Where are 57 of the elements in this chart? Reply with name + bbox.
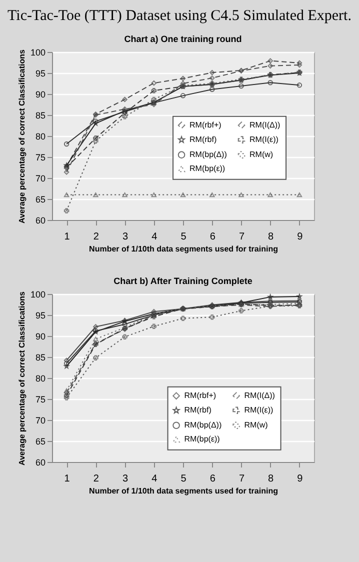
x-tick-label: 7 xyxy=(238,232,245,242)
x-tick-label: 3 xyxy=(122,232,128,242)
legend-label: RM(I(Δ)) xyxy=(250,120,281,130)
y-tick-label: 100 xyxy=(30,48,46,58)
y-tick-label: 60 xyxy=(35,216,46,226)
x-tick-label: 5 xyxy=(180,232,187,242)
y-tick-label: 75 xyxy=(35,394,46,404)
x-tick-label: 5 xyxy=(180,474,187,484)
x-tick-label: 1 xyxy=(64,474,70,484)
y-tick-label: 60 xyxy=(35,458,46,468)
y-tick-label: 95 xyxy=(35,68,46,78)
y-tick-label: 65 xyxy=(35,436,46,446)
y-tick-label: 70 xyxy=(35,174,46,184)
y-tick-label: 100 xyxy=(30,290,46,300)
y-tick-label: 80 xyxy=(35,374,46,384)
x-tick-label: 1 xyxy=(64,232,70,242)
legend-label: RM(rbf) xyxy=(184,405,212,414)
x-tick-label: 6 xyxy=(210,232,216,242)
x-tick-label: 9 xyxy=(297,474,304,484)
legend-label: RM(bp(ε)) xyxy=(190,164,226,173)
y-tick-label: 85 xyxy=(35,110,46,120)
y-tick-label: 70 xyxy=(35,416,46,426)
chart-title: Chart b) After Training Complete xyxy=(114,276,252,286)
y-tick-label: 95 xyxy=(35,310,46,320)
y-tick-label: 80 xyxy=(35,132,46,142)
y-axis-title: Average percentage of correct Classifications xyxy=(17,290,26,466)
x-axis-title: Number of 1/10th data segments used for training xyxy=(89,244,278,254)
legend-label: RM(bp(Δ)) xyxy=(184,420,222,430)
legend-label: RM(bp(Δ)) xyxy=(190,150,228,159)
x-tick-label: 3 xyxy=(122,474,128,484)
x-tick-label: 4 xyxy=(152,232,158,242)
text: Tic-Tac-Toe (TTT) Dataset using C4.5 Simulated Expert. xyxy=(6,8,352,25)
x-tick-label: 2 xyxy=(93,232,100,242)
legend-label: RM(rbf+) xyxy=(190,120,222,130)
x-tick-label: 2 xyxy=(93,474,100,484)
x-tick-label: 9 xyxy=(297,232,304,242)
legend-label: RM(rbf+) xyxy=(184,390,216,400)
legend-label: RM(I(Δ)) xyxy=(244,390,276,400)
x-tick-label: 6 xyxy=(210,474,216,484)
x-tick-label: 8 xyxy=(268,232,274,242)
y-tick-label: 65 xyxy=(35,194,46,204)
y-tick-label: 90 xyxy=(35,90,46,100)
x-tick-label: 8 xyxy=(268,474,274,484)
legend-label: RM(I(ε)) xyxy=(244,405,274,414)
legend-label: RM(rbf) xyxy=(190,134,217,144)
legend-label: RM(w) xyxy=(250,150,274,159)
y-tick-label: 85 xyxy=(35,352,46,362)
legend-label: RM(bp(ε)) xyxy=(184,434,220,444)
x-tick-label: 7 xyxy=(238,474,245,484)
legend-label: RM(w) xyxy=(244,420,268,430)
legend-label: RM(I(ε)) xyxy=(250,134,279,144)
y-axis-title: Average percentage of correct Classifications xyxy=(17,48,26,224)
x-tick-label: 4 xyxy=(152,474,158,484)
y-tick-label: 90 xyxy=(35,332,46,342)
y-tick-label: 75 xyxy=(35,152,46,162)
chart-title: Chart a) One training round xyxy=(124,34,242,44)
x-axis-title: Number of 1/10th data segments used for training xyxy=(89,486,278,496)
